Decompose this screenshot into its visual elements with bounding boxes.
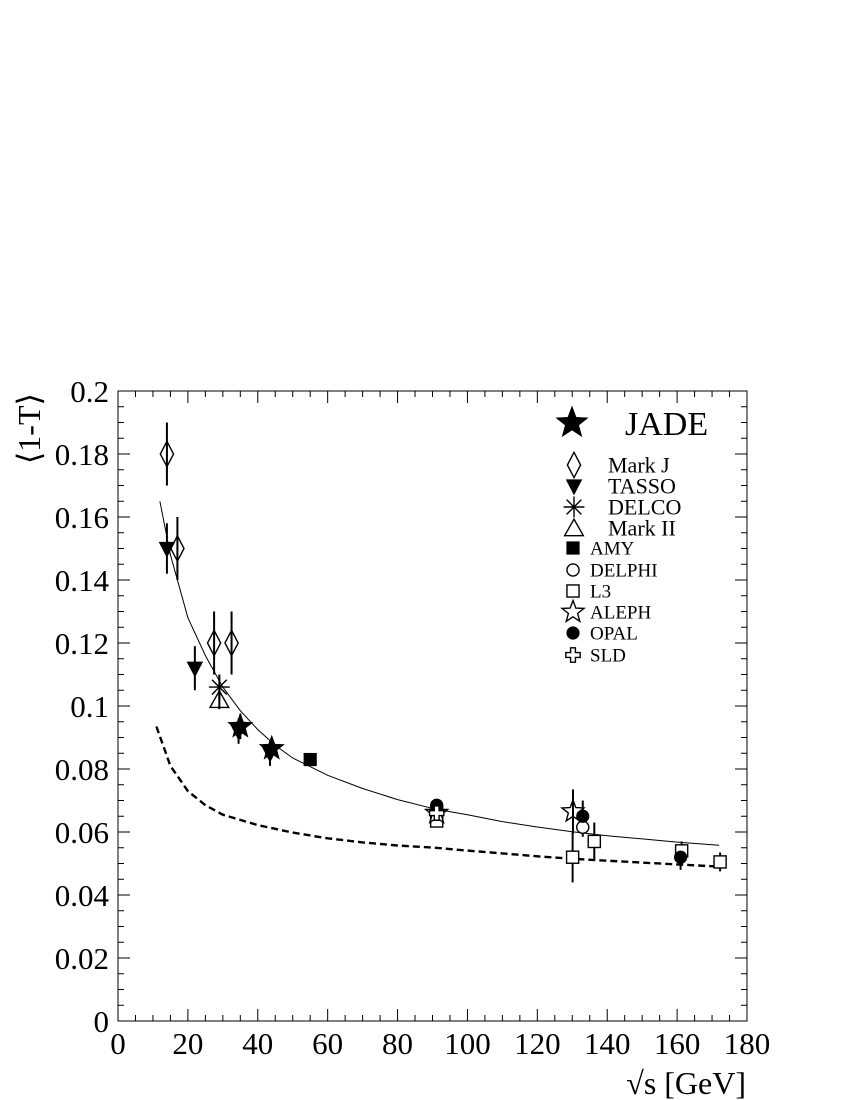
point-amy-0 <box>303 752 317 767</box>
y-tick-label: 0.2 <box>70 374 109 409</box>
legend-marker-tasso <box>565 479 583 496</box>
legend-marker-delphi <box>566 563 580 577</box>
x-tick-label: 40 <box>242 1026 273 1061</box>
point-mark-j-0 <box>159 439 175 469</box>
legend-label-mark-ii: Mark II <box>608 516 676 541</box>
point-sld-0 <box>428 805 445 821</box>
legend-marker-opal <box>566 626 580 640</box>
point-tasso-3 <box>261 746 279 763</box>
point-mark-ii-0 <box>208 689 230 709</box>
y-tick-label: 0.04 <box>55 878 110 913</box>
y-tick-label: 0.1 <box>70 689 109 724</box>
legend-label-l3: L3 <box>590 582 611 603</box>
point-aleph-1 <box>560 797 586 823</box>
legend-marker-mark-ii <box>563 517 585 537</box>
point-l3-2 <box>587 834 602 849</box>
x-tick-label: 80 <box>382 1026 413 1061</box>
legend-marker-jade <box>555 405 589 438</box>
x-tick-label: 120 <box>514 1026 561 1061</box>
point-opal-0 <box>430 798 444 812</box>
y-tick-label: 0.06 <box>55 815 109 850</box>
x-axis-label: √s [GeV] <box>626 1065 746 1100</box>
y-tick-label: 0.08 <box>55 752 109 787</box>
fit-curves <box>155 501 720 868</box>
legend-label-jade: JADE <box>625 406 708 443</box>
legend-label-delphi: DELPHI <box>590 561 658 582</box>
legend-label-amy: AMY <box>590 539 635 560</box>
point-tasso-0 <box>158 541 176 558</box>
legend-marker-aleph <box>560 598 586 623</box>
y-tick-label: 0.14 <box>55 563 110 598</box>
legend-label-opal: OPAL <box>590 624 638 645</box>
x-tick-label: 100 <box>444 1026 491 1061</box>
x-tick-label: 180 <box>724 1026 771 1061</box>
x-tick-label: 160 <box>654 1026 701 1061</box>
point-mark-j-3 <box>224 628 239 658</box>
y-tick-label: 0.18 <box>55 437 109 472</box>
legend-marker-mark-j <box>566 450 582 480</box>
point-mark-j-2 <box>206 628 222 658</box>
curve-dashed <box>155 726 720 868</box>
point-delco-0 <box>208 676 230 698</box>
x-tick-label: 0 <box>110 1026 126 1061</box>
x-tick-label: 60 <box>312 1026 343 1061</box>
y-axis-label: ⟨1-T⟩ <box>11 393 47 464</box>
legend-marker-l3 <box>566 584 580 598</box>
y-tick-label: 0 <box>94 1004 110 1039</box>
legend-marker-delco <box>563 496 585 518</box>
y-tick-label: 0.12 <box>55 626 109 661</box>
legend-label-delco: DELCO <box>608 495 681 520</box>
point-tasso-1 <box>186 661 204 678</box>
data-points <box>158 439 727 869</box>
legend-label-mark-j: Mark J <box>608 453 670 478</box>
curve-solid <box>159 501 720 846</box>
legend-label-tasso: TASSO <box>608 474 676 499</box>
legend-label-sld: SLD <box>590 646 626 667</box>
legend-label-aleph: ALEPH <box>590 603 652 624</box>
x-tick-label: 20 <box>172 1026 203 1061</box>
point-delphi-1 <box>576 820 590 835</box>
axis-ticks: 0 20 40 60 80 100 120 140 160 180 0 0.02 0.04 0.06 0.0… <box>55 374 771 1061</box>
legend-marker-sld <box>565 647 581 663</box>
legend-marker-amy <box>566 541 580 555</box>
point-l3-4 <box>713 855 727 869</box>
x-tick-label: 140 <box>584 1026 631 1061</box>
y-tick-label: 0.02 <box>55 941 109 976</box>
y-tick-label: 0.16 <box>55 500 109 535</box>
point-tasso-2 <box>230 724 247 741</box>
point-l3-1 <box>565 850 580 864</box>
point-opal-2 <box>674 850 688 864</box>
point-opal-1 <box>576 809 590 823</box>
